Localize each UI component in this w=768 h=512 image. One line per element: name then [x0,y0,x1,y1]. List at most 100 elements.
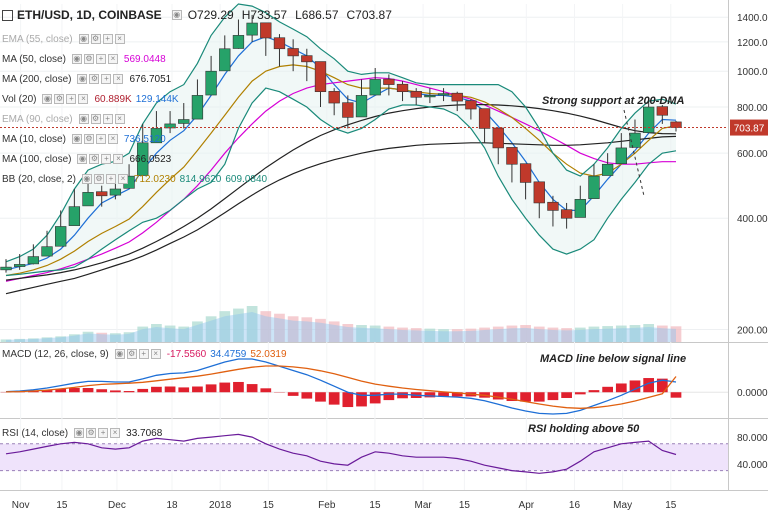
macd-histogram-bar [451,392,463,397]
macd-histogram-bar [492,392,504,400]
volume-bar [547,327,559,342]
candle-body [14,264,26,267]
rsi-tick-label: 40.0000 [737,460,768,471]
volume-bar [656,325,668,342]
macd-histogram-bar [602,386,613,393]
candle-body [656,106,668,116]
current-price-badge [730,119,768,136]
legend-controls[interactable]: ◉ ⚙ + × [81,174,128,184]
legend-row: EMA (90, close) ◉ ⚙ + × [2,110,127,128]
legend-name: MA (50, close) [2,53,66,65]
volume-bar [506,325,518,342]
volume-bar [670,326,682,342]
candle-body [506,147,518,165]
volume-bar [602,326,613,342]
volume-bar [492,326,504,342]
volume-bar [342,324,354,342]
candle-body [369,79,381,96]
price-tick-label: 600.00 [737,149,768,160]
macd-histogram-bar [246,384,258,393]
volume-bar [151,324,162,342]
rsi-line [5,433,677,474]
legend-controls[interactable]: ◉ ⚙ + × [78,114,125,124]
macd-histogram-bar [178,387,190,393]
time-tick-label: 18 [166,500,178,511]
macd-histogram-bar [629,380,641,393]
macd-histogram-bar [547,392,559,401]
annotation-rsi: RSI holding above 50 [528,423,640,435]
rsi-controls[interactable]: ◉ ⚙ + × [74,428,121,438]
macd-histogram-bar [55,388,67,393]
macd-controls[interactable]: ◉ ⚙ + × [114,349,161,359]
volume-bar [533,326,545,342]
legend-controls[interactable]: ◉ ⚙ + × [77,74,124,84]
time-tick-label: 15 [459,500,471,511]
macd-histogram-bar [151,386,162,393]
macd-histogram-bar [301,392,313,399]
macd-signal-line [5,365,677,409]
time-tick-label: 2018 [209,500,232,511]
candle-body [533,181,545,204]
legend-value: 676.7051 [129,73,172,85]
macd-histogram-bar [670,392,682,398]
legend-name: BB (20, close, 2) [2,173,76,185]
macd-histogram-bar [192,386,203,393]
legend-controls[interactable]: ◉ ⚙ + × [71,54,118,64]
candle-body [205,70,217,96]
volume-bar [574,327,586,342]
volume-bar [465,328,477,342]
volume-bar [260,311,272,342]
candle-body [287,48,299,57]
low-value: L686.57 [295,8,339,22]
macd-histogram-bar [615,383,627,393]
time-tick-label: 16 [569,500,581,511]
high-value: H733.57 [241,8,288,22]
volume-bar [110,333,121,342]
macd-histogram-bar [219,382,231,393]
legend-controls[interactable]: ◉ ⚙ + × [42,94,89,104]
macd-legend: MACD (12, 26, close, 9) ◉ ⚙ + × -17.5560 34… [2,345,287,363]
price-tick-label: 1200.00 [737,38,768,49]
candle-body [670,121,682,128]
volume-bar [301,317,313,342]
legend-row: EMA (55, close) ◉ ⚙ + × [2,30,127,48]
volume-bar [82,331,94,342]
volume-bar [410,328,422,342]
volume-bar [219,311,231,342]
indicator-line [5,87,677,277]
volume-bar [520,325,531,342]
volume-bar [287,316,299,342]
macd-histogram-bar [424,392,436,398]
legend-value: 60.889K [94,93,132,105]
macd-histogram-bar [656,378,668,393]
time-tick-label: 15 [369,500,381,511]
macd-histogram-bar [110,390,121,393]
volume-bar [178,326,190,342]
macd-histogram-bar [315,392,326,402]
candle-body [246,22,258,36]
chart-header: ETH/USD, 1D, COINBASE ◉ O729.29 H733.57 … [2,4,400,26]
legend-controls[interactable]: ◉ ⚙ + × [78,34,125,44]
volume-bar [27,338,39,342]
volume-bar [205,316,217,342]
legend-controls[interactable]: ◉ ⚙ + × [71,134,118,144]
macd-histogram-bar [561,392,572,398]
legend-value: 129.144K [135,93,179,105]
candle-body [615,147,627,164]
macd-histogram-bar [123,391,135,393]
legend-controls[interactable]: ◉ ⚙ + × [77,154,124,164]
symbol-label: ETH/USD, 1D, COINBASE [17,8,162,22]
candle-body [574,199,586,218]
volume-bar [315,318,326,342]
volume-bar [164,325,176,342]
candle-body [396,83,409,93]
collapse-icon[interactable] [2,9,13,21]
price-tick-label: 1000.00 [737,67,768,78]
macd-histogram-bar [397,392,408,399]
header-controls[interactable]: ◉ [171,10,182,20]
price-tick-label: 200.00 [737,325,768,336]
open-value: O729.29 [187,8,234,22]
macd-histogram-bar [574,392,586,395]
